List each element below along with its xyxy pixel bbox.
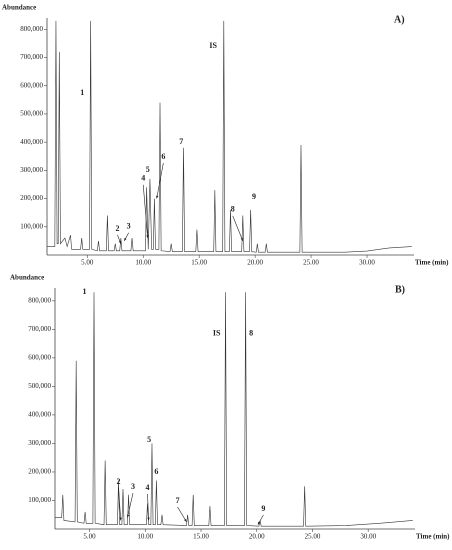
- arrow: [156, 163, 164, 199]
- peak-label: 1: [80, 88, 84, 97]
- arrow-head: [184, 518, 187, 522]
- peak-label: 2: [117, 477, 121, 486]
- y-tick-label: 600,000: [28, 353, 51, 361]
- peak-label: 5: [147, 435, 151, 444]
- arrow-head: [257, 521, 261, 525]
- y-tick-label: 100,000: [20, 222, 43, 230]
- y-tick-label: 100,000: [28, 496, 51, 504]
- y-tick-label: 700,000: [20, 53, 43, 61]
- arrow: [147, 493, 149, 521]
- y-tick-label: 500,000: [28, 382, 51, 390]
- peak-label: 1: [83, 287, 87, 296]
- x-tick-label: 15.00: [193, 533, 209, 541]
- peak-label: 6: [154, 467, 158, 476]
- x-tick-label: 30.00: [360, 533, 376, 541]
- x-tick-label: 30.00: [359, 259, 375, 267]
- arrow-head: [124, 237, 127, 241]
- y-tick-label: 600,000: [20, 81, 43, 89]
- y-tick-label: 400,000: [28, 411, 51, 419]
- y-tick-label: 500,000: [20, 110, 43, 118]
- x-tick-label: 10.00: [135, 259, 151, 267]
- peak-label: 5: [146, 165, 150, 174]
- x-tick-label: 5.00: [83, 533, 96, 541]
- arrow-head: [240, 237, 243, 241]
- peak-label: 7: [179, 137, 183, 146]
- arrow: [118, 487, 122, 521]
- x-tick-label: 15.00: [191, 259, 207, 267]
- y-tick-label: 200,000: [28, 468, 51, 476]
- arrow-head: [156, 195, 159, 199]
- y-tick-label: 400,000: [20, 138, 43, 146]
- y-tick-label: 300,000: [20, 166, 43, 174]
- x-tick-label: 10.00: [137, 533, 153, 541]
- x-tick-label: 5.00: [81, 259, 94, 267]
- x-tick-label: 20.00: [247, 259, 263, 267]
- chromatogram-line: [47, 20, 412, 253]
- y-axis-title: Abundance: [2, 4, 36, 12]
- peak-label: 8: [231, 205, 235, 214]
- arrow: [127, 493, 134, 518]
- panel: 100,000 200,000 300,000 400,000 500,000 600,0…: [2, 4, 449, 267]
- x-tick-label: 25.00: [303, 259, 319, 267]
- peak-label: 4: [146, 483, 150, 492]
- peak-label: 6: [161, 152, 165, 161]
- peak-label: 3: [127, 222, 131, 231]
- peak-label: IS: [213, 328, 221, 337]
- panel: 100,000 200,000 300,000 400,000 500,000 600,0…: [10, 274, 450, 541]
- peak-label: 9: [261, 504, 265, 513]
- y-tick-label: 800,000: [28, 296, 51, 304]
- arrow: [142, 184, 149, 239]
- y-axis-title: Abundance: [10, 274, 44, 282]
- peak-label: 7: [176, 496, 180, 505]
- peak-label: 4: [141, 174, 145, 183]
- y-tick-label: 300,000: [28, 439, 51, 447]
- peak-label: 8: [249, 328, 253, 337]
- y-tick-label: 700,000: [28, 325, 51, 333]
- arrow: [177, 506, 187, 523]
- peak-label: 9: [252, 192, 256, 201]
- x-axis-title: Time (min): [416, 533, 450, 541]
- arrow-head: [126, 514, 130, 518]
- arrow-head: [118, 240, 121, 244]
- peak-label: 2: [115, 224, 119, 233]
- x-tick-label: 25.00: [305, 533, 321, 541]
- arrow: [232, 215, 244, 242]
- peak-label: IS: [209, 41, 217, 50]
- peak-label: 3: [131, 482, 135, 491]
- arrow-head: [146, 235, 149, 239]
- panel-title: A): [394, 14, 405, 25]
- y-tick-label: 200,000: [20, 194, 43, 202]
- panel-title: B): [395, 284, 405, 295]
- x-axis-title: Time (min): [415, 259, 449, 267]
- y-tick-label: 800,000: [20, 25, 43, 33]
- arrow-head: [119, 517, 122, 521]
- chromatogram-line: [55, 292, 413, 527]
- arrow-head: [147, 517, 150, 521]
- x-tick-label: 20.00: [249, 533, 265, 541]
